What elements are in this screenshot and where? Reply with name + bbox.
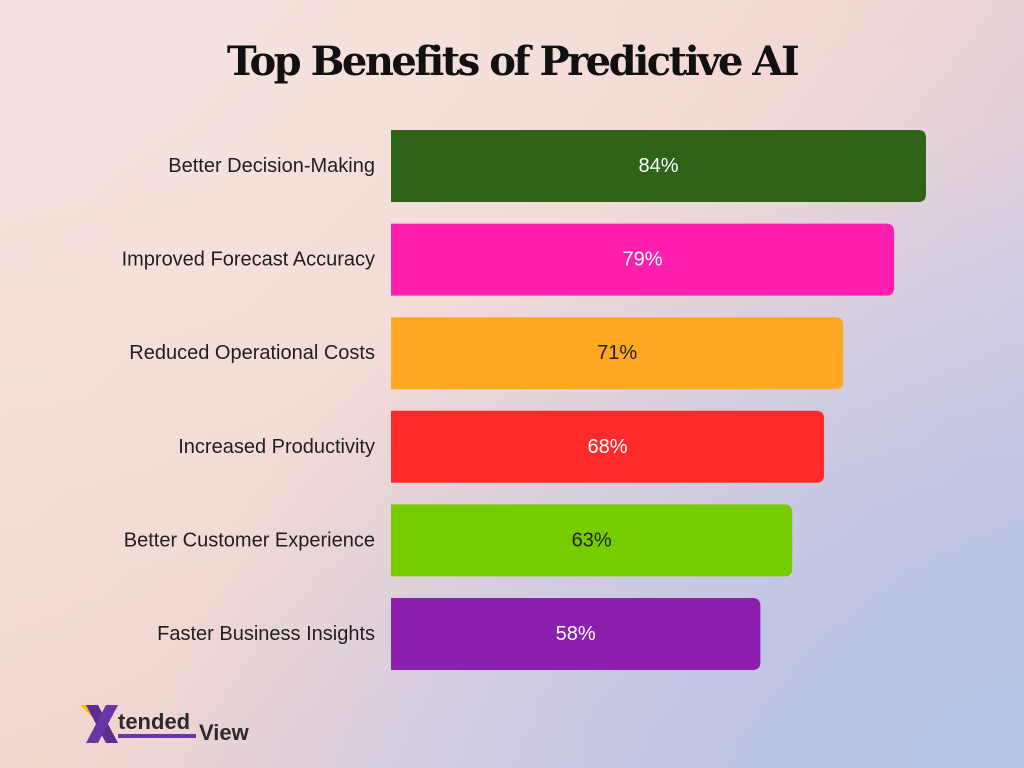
value-label-3: 68% bbox=[588, 436, 628, 458]
logo-text-end: View bbox=[199, 720, 250, 745]
chart-title: Top Benefits of Predictive AI bbox=[226, 38, 800, 85]
bar-2 bbox=[391, 317, 844, 390]
value-label-2: 71% bbox=[597, 342, 637, 364]
logo-text-main: tended bbox=[118, 709, 190, 734]
bar-4 bbox=[391, 504, 793, 577]
logo-underline bbox=[118, 734, 196, 738]
bar-3 bbox=[391, 410, 825, 483]
bar-1 bbox=[391, 223, 895, 296]
bar-0 bbox=[391, 130, 926, 202]
category-label-5: Faster Business Insights bbox=[157, 623, 375, 645]
category-label-4: Better Customer Experience bbox=[124, 529, 375, 551]
bar-5 bbox=[391, 598, 761, 670]
category-label-2: Reduced Operational Costs bbox=[129, 342, 375, 364]
xtendedview-logo: tended View bbox=[80, 705, 250, 745]
value-label-1: 79% bbox=[623, 249, 663, 271]
x-mark-icon bbox=[80, 705, 118, 743]
value-label-5: 58% bbox=[556, 623, 596, 645]
category-label-1: Improved Forecast Accuracy bbox=[122, 249, 375, 271]
category-label-3: Increased Productivity bbox=[178, 436, 375, 458]
category-label-0: Better Decision-Making bbox=[168, 155, 375, 177]
value-label-4: 63% bbox=[572, 529, 612, 551]
value-label-0: 84% bbox=[638, 155, 678, 177]
